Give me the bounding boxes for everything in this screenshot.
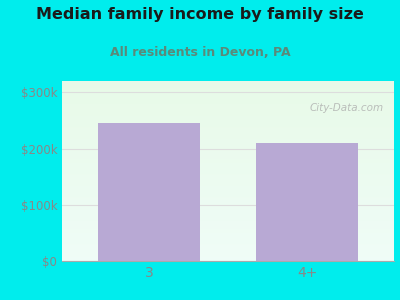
Text: Median family income by family size: Median family income by family size: [36, 8, 364, 22]
Bar: [98, 123, 200, 261]
Bar: [256, 143, 358, 261]
Text: All residents in Devon, PA: All residents in Devon, PA: [110, 46, 290, 59]
Text: City-Data.com: City-Data.com: [310, 103, 384, 112]
